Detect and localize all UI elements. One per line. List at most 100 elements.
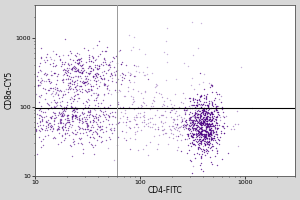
- Point: [189, 118, 194, 122]
- Point: [72, 69, 76, 73]
- Point: [93, 72, 98, 75]
- Point: [190, 142, 195, 145]
- Point: [70, 132, 75, 135]
- Point: [194, 126, 199, 129]
- Point: [189, 122, 194, 125]
- Point: [43, 71, 48, 74]
- Point: [69, 95, 74, 98]
- Point: [78, 65, 83, 68]
- Point: [138, 116, 143, 119]
- Point: [192, 127, 197, 130]
- Point: [91, 115, 95, 118]
- Point: [40, 86, 45, 89]
- Point: [69, 154, 74, 157]
- Point: [72, 107, 77, 110]
- Point: [203, 138, 208, 141]
- Point: [209, 121, 214, 124]
- Point: [214, 114, 219, 117]
- Point: [208, 146, 212, 150]
- Point: [84, 61, 89, 64]
- Point: [200, 128, 205, 131]
- Point: [80, 82, 85, 85]
- Point: [202, 111, 207, 114]
- Point: [94, 116, 98, 120]
- Point: [205, 112, 210, 115]
- Point: [208, 126, 213, 129]
- Point: [45, 52, 50, 56]
- Point: [107, 89, 112, 92]
- Point: [199, 152, 204, 155]
- Point: [197, 143, 202, 147]
- Point: [191, 116, 196, 119]
- Point: [118, 105, 123, 108]
- Point: [122, 109, 127, 112]
- Point: [206, 138, 211, 141]
- Point: [215, 137, 220, 140]
- Point: [129, 94, 134, 97]
- Point: [139, 104, 144, 107]
- Point: [172, 117, 176, 121]
- Point: [208, 110, 213, 113]
- Point: [87, 56, 92, 59]
- Point: [202, 134, 207, 137]
- Point: [88, 65, 93, 68]
- Point: [198, 127, 203, 130]
- Point: [94, 131, 99, 134]
- Point: [91, 116, 96, 119]
- Point: [36, 129, 41, 132]
- Point: [204, 119, 209, 123]
- Point: [194, 113, 199, 116]
- Point: [66, 75, 71, 78]
- Point: [209, 128, 214, 131]
- Point: [207, 107, 212, 110]
- Point: [201, 122, 206, 125]
- Point: [79, 76, 84, 80]
- Point: [78, 137, 83, 140]
- Point: [211, 123, 216, 126]
- Point: [60, 95, 64, 98]
- Point: [85, 90, 90, 93]
- Point: [38, 127, 43, 130]
- Point: [62, 109, 67, 112]
- Point: [219, 101, 224, 104]
- Point: [59, 140, 64, 143]
- Point: [28, 147, 33, 150]
- Point: [174, 114, 179, 117]
- Point: [50, 90, 55, 93]
- Point: [200, 108, 204, 111]
- Point: [204, 123, 209, 126]
- Point: [107, 116, 112, 119]
- Point: [56, 54, 61, 58]
- Point: [82, 120, 87, 123]
- Point: [187, 113, 192, 116]
- Point: [85, 134, 90, 137]
- Point: [199, 142, 204, 145]
- Point: [215, 142, 220, 145]
- Point: [200, 169, 205, 172]
- Point: [210, 118, 214, 121]
- Point: [197, 123, 202, 126]
- Point: [204, 152, 209, 155]
- Point: [144, 72, 149, 75]
- Point: [178, 125, 183, 128]
- Point: [214, 105, 219, 108]
- Point: [198, 114, 203, 118]
- Point: [38, 81, 43, 85]
- Point: [85, 125, 90, 128]
- Point: [88, 87, 93, 91]
- Point: [250, 106, 255, 109]
- Point: [204, 135, 208, 138]
- Point: [103, 107, 108, 110]
- Point: [25, 119, 29, 123]
- Point: [200, 139, 204, 142]
- Point: [122, 136, 127, 139]
- Point: [39, 128, 44, 131]
- Point: [204, 140, 209, 143]
- Point: [201, 120, 206, 123]
- Point: [196, 135, 201, 139]
- Point: [38, 123, 43, 126]
- Point: [188, 125, 192, 128]
- Point: [208, 133, 213, 136]
- Point: [110, 122, 115, 125]
- Point: [203, 143, 208, 146]
